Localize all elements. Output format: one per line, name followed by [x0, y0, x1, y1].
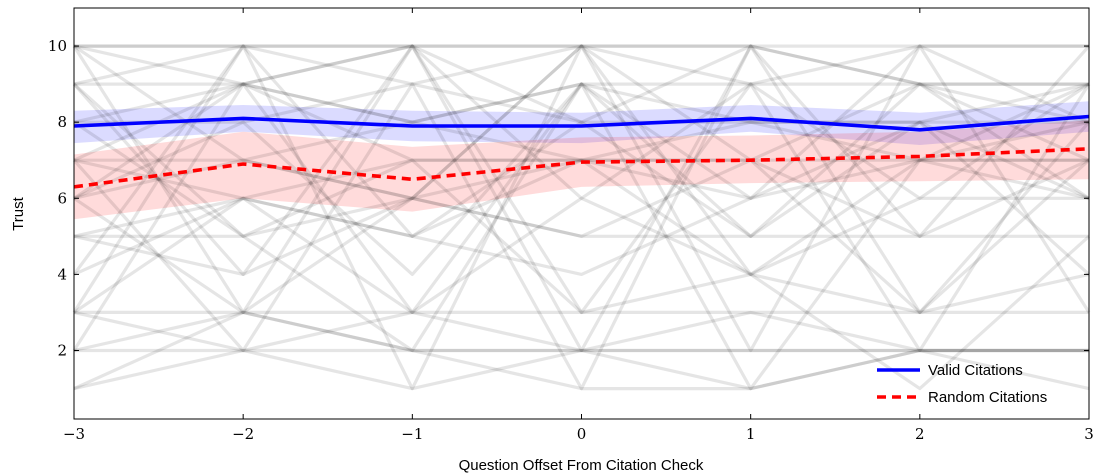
participant-line-33 — [73, 120, 1090, 314]
participant-line-12 — [73, 158, 1089, 276]
participant-line-16 — [73, 310, 1089, 353]
participant-line-31 — [73, 44, 1090, 238]
participant-line-20 — [73, 310, 1089, 391]
participant-line-19 — [73, 348, 1090, 391]
participant-line-28 — [73, 44, 1090, 353]
x-tick-label-1: −2 — [232, 425, 254, 443]
participant-line-30 — [72, 82, 1090, 314]
participant-lines — [72, 44, 1091, 391]
participant-line-10 — [73, 158, 1089, 200]
x-tick-label-4: 1 — [746, 425, 756, 443]
confidence-bands — [74, 101, 1089, 220]
x-tick-label-2: −1 — [401, 425, 423, 443]
participant-line-27 — [72, 44, 1091, 276]
legend-label-0: Valid Citations — [928, 362, 1023, 379]
participant-line-9 — [73, 158, 1089, 200]
y-tick-label-1: 4 — [57, 265, 67, 283]
participant-line-2 — [73, 44, 1089, 86]
participant-line-24 — [73, 44, 1090, 314]
mean-line-0 — [73, 114, 1090, 132]
mean-line-1 — [73, 147, 1090, 189]
mean-lines — [73, 114, 1090, 189]
y-tick-label-4: 10 — [48, 37, 67, 55]
legend-label-1: Random Citations — [928, 389, 1047, 406]
participant-line-8 — [74, 82, 1090, 162]
legend: Valid Citations Random Citations — [877, 362, 1047, 406]
x-axis-label: Question Offset From Citation Check — [459, 457, 704, 474]
participant-line-1 — [74, 44, 1089, 86]
y-tick-label-3: 8 — [57, 113, 67, 131]
y-axis-label: Trust — [10, 196, 27, 230]
participant-line-14 — [73, 196, 1090, 314]
x-tick-label-3: 0 — [577, 425, 587, 443]
y-tick-label-2: 6 — [57, 189, 67, 207]
confidence-band-1 — [74, 120, 1089, 220]
participant-line-13 — [74, 196, 1089, 238]
participant-line-7 — [73, 82, 1090, 162]
participant-line-21 — [72, 44, 1091, 391]
participant-line-32 — [73, 44, 1091, 314]
x-tick-label-6: 3 — [1084, 425, 1094, 443]
participant-line-25 — [72, 44, 1091, 391]
participant-line-17 — [73, 310, 1089, 353]
participant-line-3 — [73, 44, 1090, 124]
x-tick-label-5: 2 — [915, 425, 925, 443]
participant-line-23 — [72, 44, 1091, 353]
participant-line-11 — [73, 82, 1090, 314]
participant-line-4 — [74, 82, 1089, 124]
y-tick-label-0: 2 — [57, 342, 67, 360]
participant-line-22 — [72, 44, 1091, 353]
participant-line-6 — [74, 82, 1089, 124]
confidence-band-0 — [74, 101, 1089, 145]
axes: −3 −2 −1 0 1 2 3 2 4 6 8 10 — [48, 7, 1094, 443]
x-tick-label-0: −3 — [63, 425, 85, 443]
participant-line-26 — [72, 44, 1091, 391]
participant-line-5 — [73, 82, 1090, 124]
participant-line-29 — [73, 82, 1090, 391]
